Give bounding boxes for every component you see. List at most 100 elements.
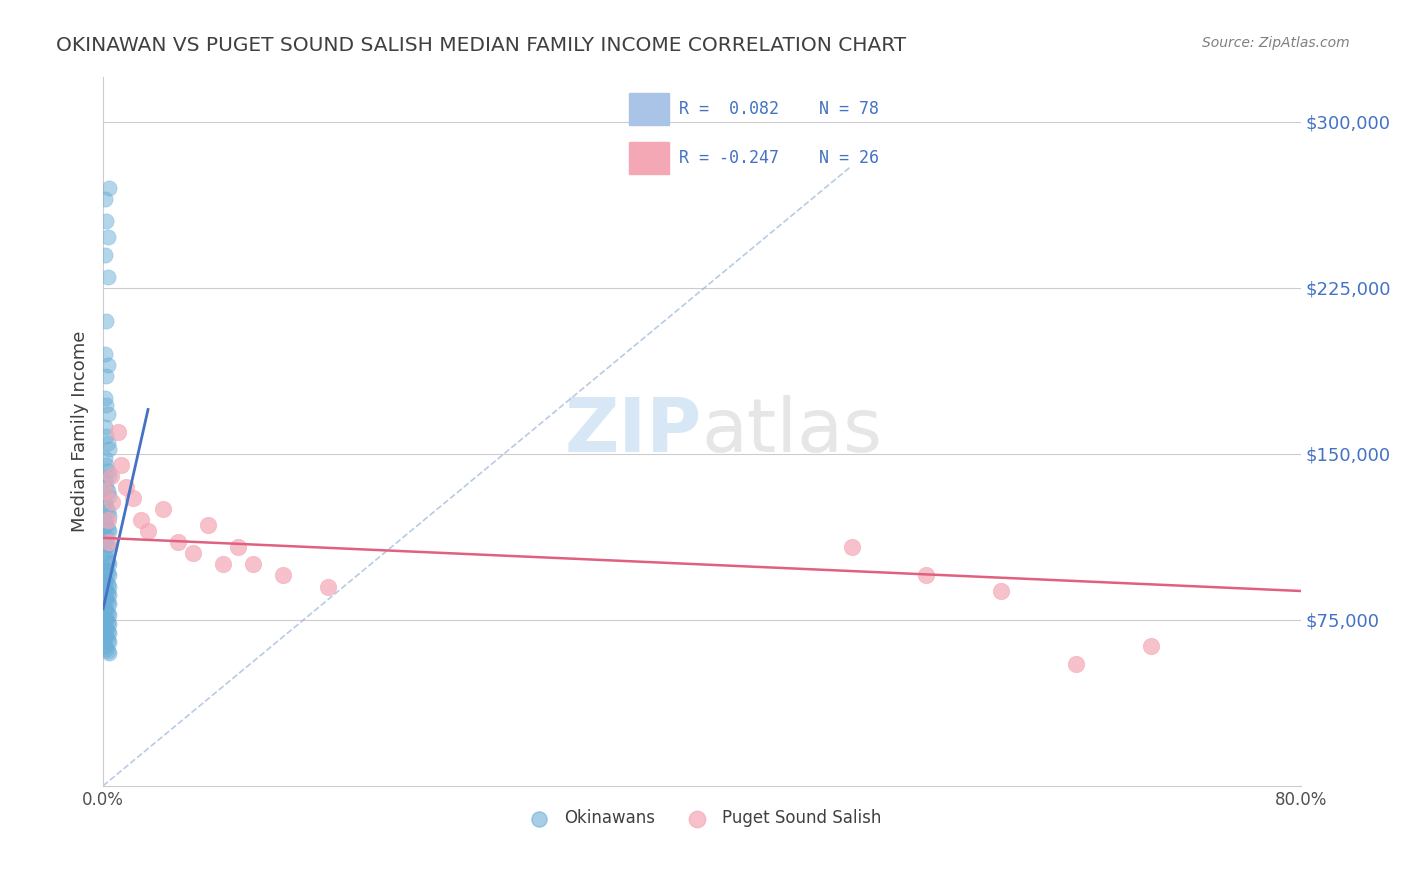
Point — [93, 628, 115, 642]
Point — [93, 473, 115, 487]
Point — [122, 491, 145, 505]
Point — [93, 347, 115, 361]
Point — [97, 435, 120, 450]
Point — [990, 584, 1012, 599]
Point — [94, 214, 117, 228]
Point — [94, 533, 117, 547]
Point — [1140, 640, 1163, 654]
Point — [93, 619, 115, 633]
Point — [93, 451, 115, 466]
Point — [94, 480, 117, 494]
Point — [93, 484, 115, 499]
FancyBboxPatch shape — [628, 93, 669, 125]
Point — [915, 568, 938, 582]
Point — [94, 613, 117, 627]
Point — [94, 458, 117, 472]
Point — [98, 508, 121, 523]
Point — [94, 314, 117, 328]
Point — [271, 568, 294, 582]
Point — [98, 535, 121, 549]
Point — [97, 624, 120, 638]
Point — [98, 524, 121, 539]
Point — [167, 535, 190, 549]
Point — [93, 640, 115, 654]
Point — [93, 601, 115, 615]
Point — [129, 513, 152, 527]
Point — [97, 586, 120, 600]
Point — [93, 573, 115, 587]
Point — [100, 469, 122, 483]
Point — [226, 540, 249, 554]
Point — [97, 555, 120, 569]
Point — [94, 550, 117, 565]
Point — [98, 558, 121, 572]
Point — [101, 495, 124, 509]
Point — [94, 622, 117, 636]
Point — [212, 558, 235, 572]
Point — [97, 606, 120, 620]
Point — [97, 595, 120, 609]
Point — [98, 580, 121, 594]
Point — [114, 480, 136, 494]
Point — [93, 582, 115, 596]
Point — [841, 540, 863, 554]
Point — [110, 458, 132, 472]
Point — [181, 546, 204, 560]
Point — [98, 181, 121, 195]
Point — [93, 513, 115, 527]
Point — [97, 615, 120, 629]
Point — [94, 641, 117, 656]
Point — [97, 465, 120, 479]
Point — [94, 604, 117, 618]
Text: R = -0.247    N = 26: R = -0.247 N = 26 — [679, 150, 879, 168]
Point — [93, 420, 115, 434]
Point — [94, 369, 117, 384]
Point — [93, 392, 115, 406]
Point — [97, 566, 120, 581]
Point — [97, 537, 120, 551]
Point — [94, 631, 117, 645]
Point — [1064, 657, 1087, 671]
Point — [93, 610, 115, 624]
Point — [97, 513, 120, 527]
Point — [107, 425, 129, 439]
Point — [93, 591, 115, 605]
Point — [97, 577, 120, 591]
Text: R =  0.082    N = 78: R = 0.082 N = 78 — [679, 100, 879, 118]
Point — [93, 192, 115, 206]
Point — [97, 504, 120, 518]
Point — [97, 484, 120, 499]
Point — [94, 575, 117, 590]
Legend: Okinawans, Puget Sound Salish: Okinawans, Puget Sound Salish — [516, 803, 889, 834]
Text: ZIP: ZIP — [565, 395, 702, 468]
Point — [93, 562, 115, 576]
Point — [93, 495, 115, 509]
Point — [94, 564, 117, 578]
Y-axis label: Median Family Income: Median Family Income — [72, 331, 89, 533]
Point — [136, 524, 159, 539]
Point — [98, 469, 121, 483]
Text: OKINAWAN VS PUGET SOUND SALISH MEDIAN FAMILY INCOME CORRELATION CHART: OKINAWAN VS PUGET SOUND SALISH MEDIAN FA… — [56, 36, 907, 54]
Point — [152, 502, 174, 516]
Point — [316, 580, 339, 594]
Point — [93, 247, 115, 261]
Point — [98, 617, 121, 632]
Point — [97, 644, 120, 658]
Text: atlas: atlas — [702, 395, 883, 468]
Point — [94, 398, 117, 412]
FancyBboxPatch shape — [628, 143, 669, 175]
Point — [242, 558, 264, 572]
Point — [97, 632, 120, 647]
Point — [94, 500, 117, 514]
Point — [98, 442, 121, 457]
Point — [98, 597, 121, 611]
Point — [98, 608, 121, 623]
Point — [197, 517, 219, 532]
Point — [97, 358, 120, 372]
Point — [94, 517, 117, 532]
Point — [98, 589, 121, 603]
Point — [98, 489, 121, 503]
Point — [98, 626, 121, 640]
Point — [97, 522, 120, 536]
Point — [98, 646, 121, 660]
